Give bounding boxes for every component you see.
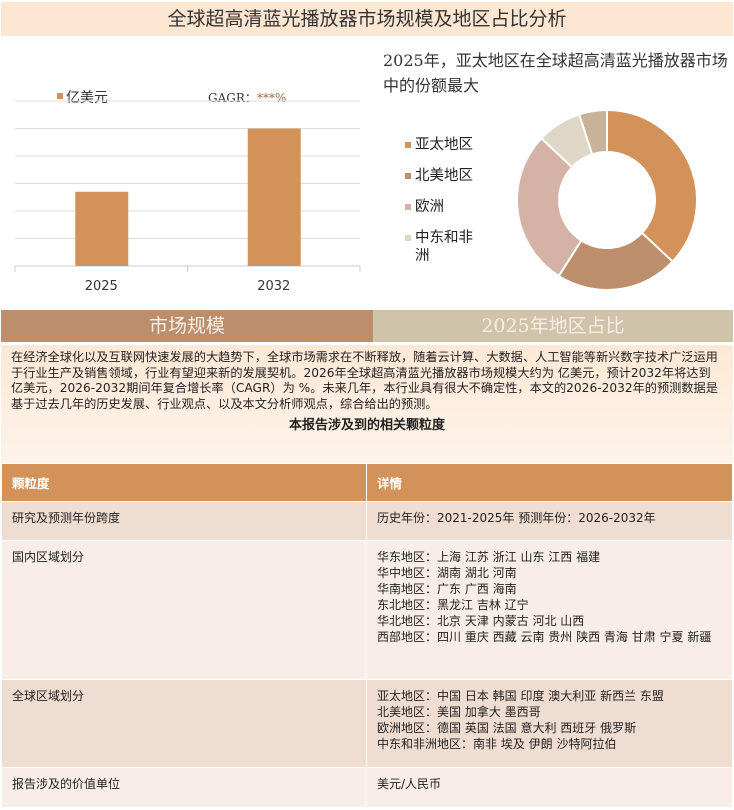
legend-label: 亿美元 [66, 90, 108, 106]
band-region-share: 2025年地区占比 [373, 310, 733, 342]
legend-swatch [405, 173, 411, 179]
legend-swatch [405, 204, 411, 210]
legend-label: 欧洲 [415, 199, 444, 215]
cagr-label: GAGR： [208, 91, 257, 105]
header-granularity: 颗粒度 [1, 463, 367, 502]
x-tick-label: 2025 [85, 279, 118, 294]
donut-chart [516, 108, 698, 291]
donut-slice-other [577, 108, 608, 156]
description-section: 在经济全球化以及互联网快速发展的大趋势下，全球市场需求在不断释放，随着云计算、大… [1, 345, 733, 463]
x-tick-label: 2032 [257, 279, 290, 294]
legend-label: 中东和非洲 [415, 230, 473, 264]
row-value: 历史年份：2021-2025年 预测年份：2026-2032年 [366, 501, 733, 541]
table-header-row: 颗粒度 详情 [1, 463, 733, 502]
pie-title: 2025年，亚太地区在全球超高清蓝光播放器市场中的份额最大 [383, 51, 728, 95]
row-key: 国内区域划分 [1, 540, 367, 680]
bar-2032 [247, 128, 301, 266]
legend-swatch [405, 235, 411, 241]
row-key: 全球区域划分 [1, 679, 367, 768]
legend-swatch [57, 93, 63, 99]
table-row: 国内区域划分 华东地区：上海 江苏 浙江 山东 江西 福建 华中地区：湖南 湖北… [1, 540, 733, 680]
header-details: 详情 [366, 463, 733, 502]
pie-legend: 亚太地区 北美地区 欧洲 中东和非洲 [405, 136, 485, 264]
page-title: 全球超高清蓝光播放器市场规模及地区占比分析 [1, 2, 733, 36]
row-key: 报告涉及的价值单位 [1, 767, 367, 808]
legend-item: 中东和非洲 [405, 229, 485, 264]
legend-item: 亚太地区 [405, 136, 485, 167]
row-value: 美元/人民币 [366, 767, 733, 808]
row-key: 研究及预测年份跨度 [1, 501, 367, 541]
band-market-size: 市场规模 [1, 310, 373, 342]
legend-item: 欧洲 [405, 198, 485, 229]
table-row: 报告涉及的价值单位 美元/人民币 [1, 767, 733, 808]
donut-slice-欧洲 [516, 136, 583, 278]
bar-2025 [75, 191, 129, 266]
legend-label: 亚太地区 [415, 137, 473, 153]
cagr-value: ***% [257, 91, 286, 105]
table-title: 本报告涉及到的相关颗粒度 [288, 417, 445, 433]
granularity-table: 颗粒度 详情 研究及预测年份跨度 历史年份：2021-2025年 预测年份：20… [1, 463, 733, 808]
row-value: 华东地区：上海 江苏 浙江 山东 江西 福建 华中地区：湖南 湖北 河南 华南地… [366, 540, 733, 680]
bar-chart: 亿美元 GAGR： ***% 2025 2032 [14, 90, 361, 294]
table-row: 全球区域划分 亚太地区：中国 日本 韩国 印度 澳大利亚 新西兰 东盟 北美地区… [1, 679, 733, 768]
donut-slice-亚太地区 [606, 108, 698, 264]
legend-swatch [405, 142, 411, 148]
legend-label: 北美地区 [415, 168, 473, 184]
description-text: 在经济全球化以及互联网快速发展的大趋势下，全球市场需求在不断释放，随着云计算、大… [11, 350, 718, 412]
row-value: 亚太地区：中国 日本 韩国 印度 澳大利亚 新西兰 东盟 北美地区：美国 加拿大… [366, 679, 733, 768]
table-row: 研究及预测年份跨度 历史年份：2021-2025年 预测年份：2026-2032… [1, 501, 733, 541]
legend-item: 北美地区 [405, 167, 485, 198]
